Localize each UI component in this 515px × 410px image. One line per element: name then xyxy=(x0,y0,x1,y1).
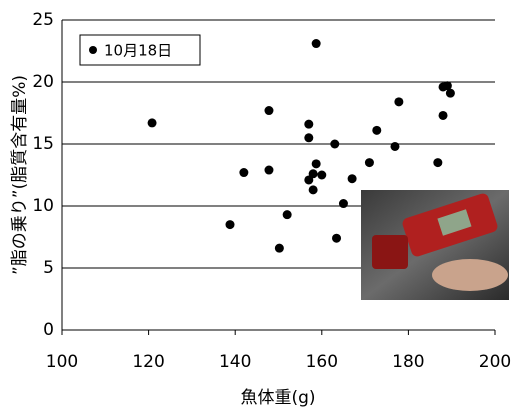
data-point xyxy=(309,169,318,178)
chart: 魚体重(g) ”脂の乗り”(脂質含有量%) 0 5 10 15 20 25 100 120 14… xyxy=(0,0,515,410)
x-tick-label: 160 xyxy=(306,352,338,372)
data-point xyxy=(317,171,326,180)
legend-label: 10月18日 xyxy=(104,42,172,60)
data-point xyxy=(372,126,381,135)
data-point xyxy=(264,106,273,115)
y-tick-label: 10 xyxy=(32,196,54,216)
data-point xyxy=(275,244,284,253)
data-point xyxy=(390,142,399,151)
data-point xyxy=(446,89,455,98)
device-head xyxy=(372,235,408,269)
y-axis-label: ”脂の乗り”(脂質含有量%) xyxy=(10,75,30,275)
data-point xyxy=(226,220,235,229)
data-point xyxy=(439,111,448,120)
data-point xyxy=(304,120,313,129)
x-tick-label: 200 xyxy=(479,352,511,372)
x-tick-label: 140 xyxy=(219,352,251,372)
data-point xyxy=(339,199,348,208)
data-point xyxy=(433,158,442,167)
data-point xyxy=(394,97,403,106)
y-tick-label: 20 xyxy=(32,72,54,92)
y-tick-label: 5 xyxy=(43,258,54,278)
data-point xyxy=(312,39,321,48)
data-point xyxy=(309,185,318,194)
data-point xyxy=(330,140,339,149)
y-tick-label: 25 xyxy=(32,10,54,30)
data-point xyxy=(312,159,321,168)
x-axis-label: 魚体重(g) xyxy=(240,388,315,408)
data-point xyxy=(148,118,157,127)
data-point xyxy=(332,234,341,243)
x-tick-label: 180 xyxy=(392,352,424,372)
data-point xyxy=(264,166,273,175)
data-point xyxy=(283,210,292,219)
data-point xyxy=(365,158,374,167)
y-tick-label: 15 xyxy=(32,134,54,154)
data-point xyxy=(348,174,357,183)
hand xyxy=(432,259,508,291)
data-point xyxy=(304,133,313,142)
x-tick-label: 100 xyxy=(46,352,78,372)
y-tick-label: 0 xyxy=(43,320,54,340)
x-tick-label: 120 xyxy=(132,352,164,372)
legend-marker xyxy=(89,46,97,54)
data-point xyxy=(239,168,248,177)
